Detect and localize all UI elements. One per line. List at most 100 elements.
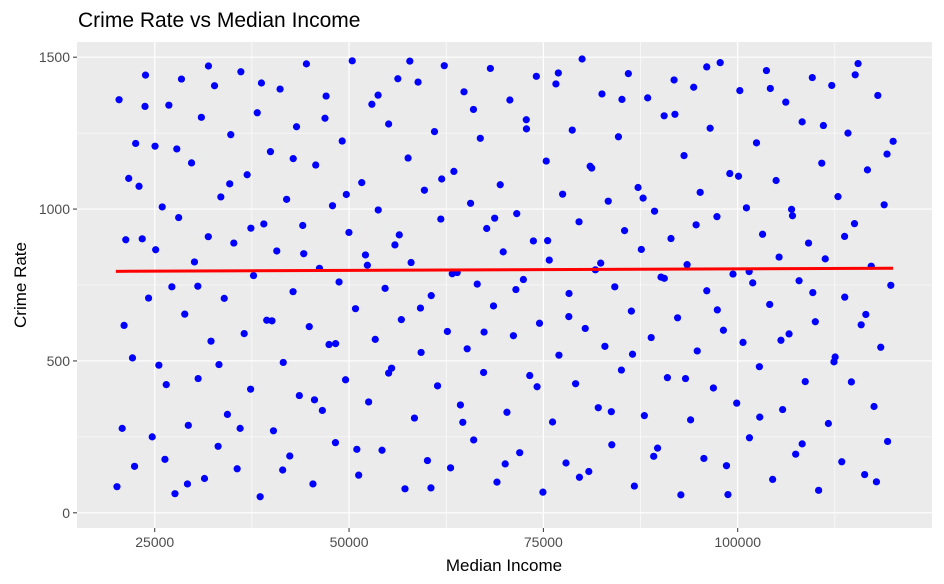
data-point <box>762 66 771 75</box>
data-point <box>448 270 456 278</box>
data-point <box>443 327 451 336</box>
data-point <box>470 436 478 444</box>
data-point <box>713 306 721 314</box>
data-point <box>268 317 276 325</box>
data-point <box>423 456 432 465</box>
data-point <box>884 437 892 446</box>
data-point <box>353 445 361 453</box>
data-point <box>407 258 415 267</box>
data-point <box>299 221 307 230</box>
data-point <box>469 105 478 114</box>
data-point <box>479 368 488 377</box>
data-point <box>503 408 511 416</box>
data-point <box>253 109 261 117</box>
data-point <box>559 190 567 198</box>
data-point <box>177 75 186 83</box>
data-point <box>798 440 806 448</box>
data-point <box>499 248 507 256</box>
data-point <box>155 361 163 369</box>
data-point <box>151 142 159 150</box>
data-point <box>397 316 405 324</box>
data-point <box>257 79 266 87</box>
data-point <box>331 340 340 348</box>
data-point <box>513 210 521 218</box>
data-point <box>862 310 870 319</box>
data-point <box>440 62 448 70</box>
data-point <box>752 139 761 147</box>
data-point <box>138 235 146 243</box>
data-point <box>772 176 780 185</box>
data-point <box>650 452 658 460</box>
data-point <box>260 220 268 228</box>
data-point <box>512 285 520 294</box>
data-point <box>650 207 659 215</box>
data-point <box>322 92 330 100</box>
data-point <box>491 214 499 222</box>
data-point <box>378 446 386 454</box>
data-point <box>446 464 455 472</box>
data-point <box>555 351 563 359</box>
data-point <box>406 57 414 65</box>
data-point <box>713 213 721 221</box>
data-point <box>841 293 849 301</box>
data-point <box>214 442 222 450</box>
data-point <box>758 230 767 238</box>
data-point <box>223 410 232 418</box>
data-point <box>276 85 284 93</box>
data-point <box>703 63 711 71</box>
data-point <box>506 96 514 104</box>
data-point <box>460 88 468 96</box>
data-point <box>526 371 534 380</box>
data-point <box>194 282 202 290</box>
data-point <box>361 251 370 259</box>
data-point <box>692 221 700 229</box>
data-point <box>279 466 287 474</box>
data-point <box>548 418 557 426</box>
data-point <box>183 480 192 488</box>
data-point <box>120 321 128 329</box>
x-axis-title: Median Income <box>446 556 562 575</box>
data-point <box>630 482 638 490</box>
data-point <box>644 94 652 102</box>
data-point <box>594 404 602 412</box>
data-point <box>811 318 819 326</box>
data-point <box>808 73 816 82</box>
data-point <box>608 441 616 449</box>
data-point <box>132 139 140 148</box>
data-points <box>113 55 897 501</box>
data-point <box>850 220 859 228</box>
data-point <box>363 261 371 269</box>
data-point <box>818 159 826 167</box>
data-point <box>769 475 777 483</box>
data-point <box>483 224 491 233</box>
data-point <box>724 490 732 499</box>
data-point <box>716 59 724 67</box>
data-point <box>857 321 865 329</box>
data-point <box>640 412 648 420</box>
data-point <box>269 427 278 435</box>
data-point <box>522 125 531 133</box>
data-point <box>161 455 169 463</box>
data-point <box>586 162 594 170</box>
data-point <box>535 319 544 327</box>
data-point <box>190 258 199 266</box>
data-point <box>670 76 678 84</box>
data-point <box>489 302 498 310</box>
data-point <box>696 188 704 196</box>
y-tick-label: 500 <box>47 353 71 369</box>
data-point <box>113 483 121 491</box>
data-point <box>693 347 701 355</box>
data-point <box>194 374 202 383</box>
data-point <box>433 382 442 390</box>
data-point <box>338 137 346 145</box>
data-point <box>230 239 238 247</box>
data-point <box>310 396 319 404</box>
data-point <box>782 98 790 106</box>
data-point <box>215 360 223 369</box>
data-point <box>204 233 212 241</box>
data-point <box>847 378 855 386</box>
data-point <box>395 231 403 239</box>
data-point <box>804 239 813 247</box>
data-point <box>220 294 228 302</box>
